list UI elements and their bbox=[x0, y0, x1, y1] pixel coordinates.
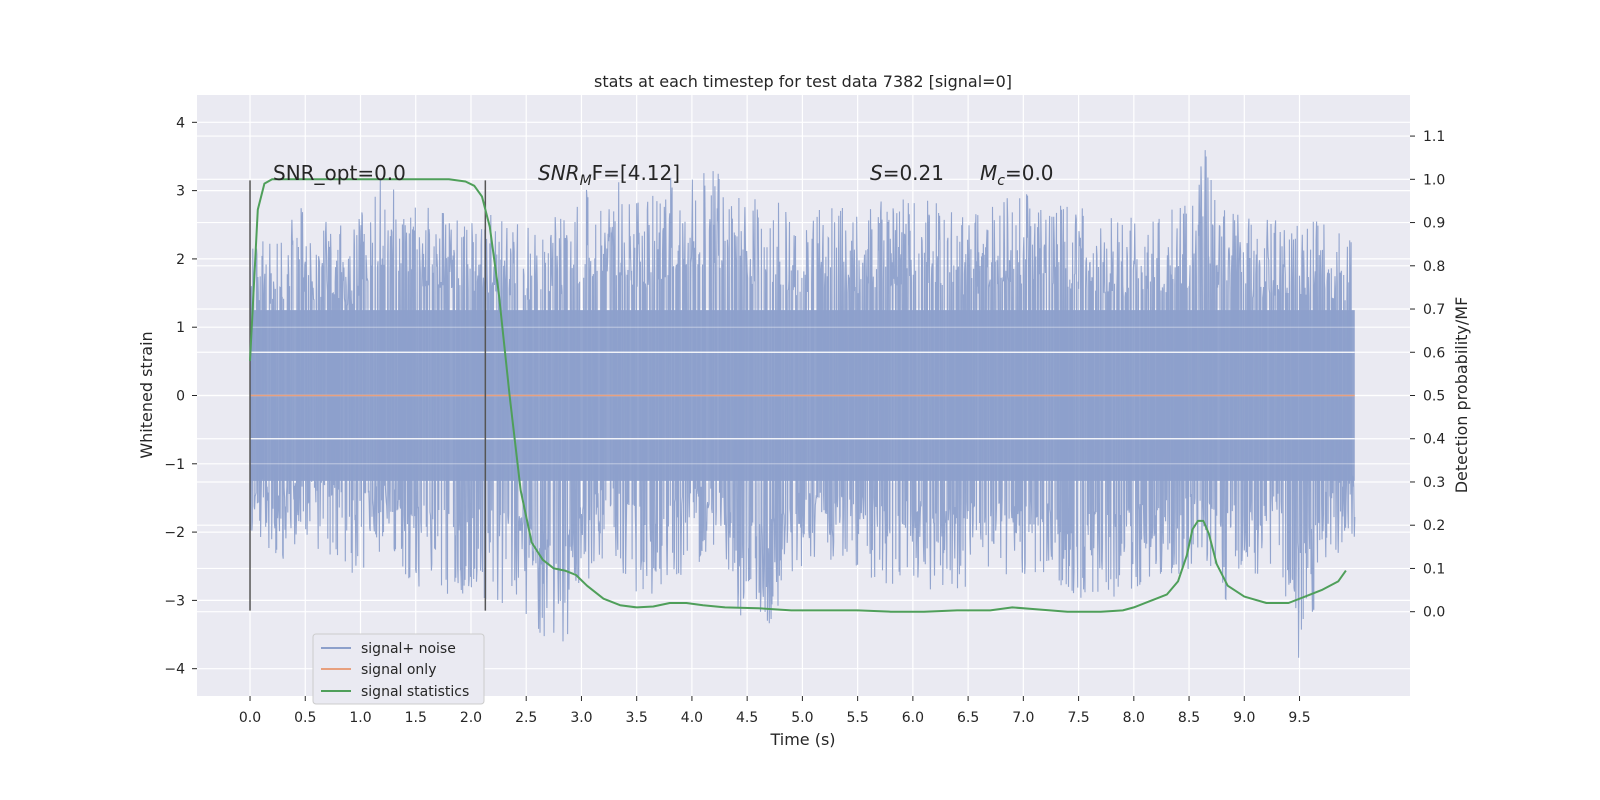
x-tick-label: 9.0 bbox=[1233, 710, 1255, 726]
noise-line bbox=[249, 150, 1356, 658]
chart-title: stats at each timestep for test data 738… bbox=[594, 72, 1012, 91]
s-main: S bbox=[870, 161, 883, 185]
s-rest: =0.21 bbox=[883, 161, 944, 185]
x-tick-label: 4.5 bbox=[736, 710, 758, 726]
y2-tick-label: 0.5 bbox=[1423, 389, 1445, 405]
y2-tick-label: 0.9 bbox=[1423, 216, 1445, 232]
x-tick-label: 8.0 bbox=[1123, 710, 1145, 726]
legend: signal+ noise signal only signal statist… bbox=[312, 633, 485, 705]
y-tick-label: 2 bbox=[176, 252, 185, 268]
y2-tick-label: 0.6 bbox=[1423, 345, 1445, 361]
x-tick-label: 2.0 bbox=[460, 710, 482, 726]
x-tick-label: 8.5 bbox=[1178, 710, 1200, 726]
y-tick-label: 4 bbox=[176, 115, 185, 131]
y2-tick-label: 0.3 bbox=[1423, 475, 1445, 491]
legend-label-stats: signal statistics bbox=[361, 684, 469, 700]
x-axis-ticks: 0.0 0.5 1.0 1.5 2.0 2.5 3.0 3.5 4.0 4.5 5.0 5.5 6.0 6… bbox=[239, 696, 1311, 726]
x-tick-label: 1.0 bbox=[349, 710, 371, 726]
x-tick-label: 5.5 bbox=[846, 710, 868, 726]
y-tick-label: 1 bbox=[176, 320, 185, 336]
y-tick-label: 3 bbox=[176, 184, 185, 200]
legend-label-noise: signal+ noise bbox=[361, 641, 456, 657]
y2-tick-label: 0.0 bbox=[1423, 605, 1445, 621]
x-tick-label: 0.5 bbox=[294, 710, 316, 726]
legend-box bbox=[312, 633, 485, 705]
y2-axis-label: Detection probability/MF bbox=[1452, 297, 1471, 494]
x-tick-label: 9.5 bbox=[1288, 710, 1310, 726]
y2-tick-label: 1.0 bbox=[1423, 172, 1445, 188]
y-tick-label: −2 bbox=[164, 525, 185, 541]
y2-axis-ticks: 1.1 1.0 0.9 0.8 0.7 0.6 0.5 0.4 0.3 0.2 0.1 0.0 bbox=[1410, 129, 1445, 621]
annotation-s: S=0.21 bbox=[870, 161, 944, 185]
y2-tick-label: 0.7 bbox=[1423, 302, 1445, 318]
annotation-snr-opt: SNR_opt=0.0 bbox=[273, 161, 406, 185]
x-tick-label: 7.0 bbox=[1012, 710, 1034, 726]
y-tick-label: −3 bbox=[164, 593, 185, 609]
x-tick-label: 5.0 bbox=[791, 710, 813, 726]
stats-series bbox=[249, 178, 1347, 613]
y2-tick-label: 0.8 bbox=[1423, 259, 1445, 275]
x-tick-label: 3.5 bbox=[626, 710, 648, 726]
y2-tick-label: 0.2 bbox=[1423, 518, 1445, 534]
x-axis-label: Time (s) bbox=[769, 730, 835, 749]
x-tick-label: 2.5 bbox=[515, 710, 537, 726]
vertical-markers bbox=[249, 180, 487, 611]
x-tick-label: 4.0 bbox=[681, 710, 703, 726]
y2-tick-label: 0.4 bbox=[1423, 432, 1445, 448]
snr-mf-sub: M bbox=[580, 173, 592, 189]
x-tick-label: 0.0 bbox=[239, 710, 261, 726]
stats-line bbox=[249, 178, 1347, 613]
snr-mf-rest: F=[4.12] bbox=[592, 161, 680, 185]
x-tick-label: 1.5 bbox=[405, 710, 427, 726]
x-tick-label: 3.0 bbox=[570, 710, 592, 726]
snr-mf-main: SNR bbox=[538, 161, 580, 185]
annotation-mc: Mc=0.0 bbox=[980, 161, 1054, 189]
y-axis-label: Whitened strain bbox=[137, 331, 156, 458]
mc-rest: =0.0 bbox=[1005, 161, 1054, 185]
y2-tick-label: 1.1 bbox=[1423, 129, 1445, 145]
x-tick-label: 7.5 bbox=[1067, 710, 1089, 726]
mc-main: M bbox=[980, 161, 997, 185]
y-tick-label: −4 bbox=[164, 662, 185, 678]
legend-label-signal: signal only bbox=[361, 662, 436, 678]
y-axis-ticks: 4 3 2 1 0 −1 −2 −3 −4 bbox=[164, 115, 197, 678]
mc-sub: c bbox=[997, 173, 1005, 189]
x-tick-label: 6.0 bbox=[902, 710, 924, 726]
x-tick-label: 6.5 bbox=[957, 710, 979, 726]
y-tick-label: 0 bbox=[176, 389, 185, 405]
annotation-snr-mf: SNRMF=[4.12] bbox=[538, 161, 680, 189]
y2-tick-label: 0.1 bbox=[1423, 561, 1445, 577]
y-tick-label: −1 bbox=[164, 457, 185, 473]
